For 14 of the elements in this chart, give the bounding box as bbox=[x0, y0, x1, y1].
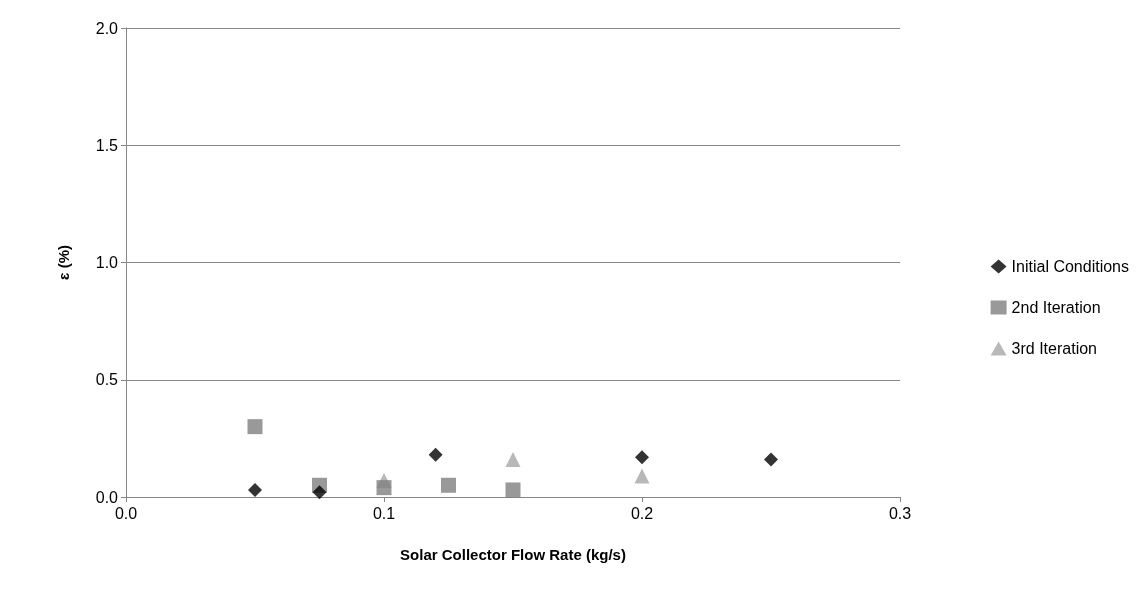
x-tick-label: 0.2 bbox=[630, 504, 654, 522]
y-tick-label: 0.5 bbox=[95, 371, 119, 389]
legend-label: 3rd Iteration bbox=[1011, 340, 1097, 357]
y-axis-title: ɛ (%) bbox=[55, 245, 72, 280]
legend-label: 2nd Iteration bbox=[1011, 299, 1101, 316]
y-tick-label: 2.0 bbox=[95, 19, 119, 37]
x-axis-title: Solar Collector Flow Rate (kg/s) bbox=[400, 546, 626, 563]
y-tick-label: 0.0 bbox=[95, 488, 119, 506]
legend-label: Initial Conditions bbox=[1011, 258, 1130, 275]
x-tick-label: 0.1 bbox=[372, 504, 396, 522]
y-tick-label: 1.0 bbox=[95, 254, 119, 271]
x-tick-label: 0.0 bbox=[114, 504, 138, 522]
x-tick-label: 0.3 bbox=[888, 504, 912, 522]
y-tick-label: 1.5 bbox=[95, 136, 119, 154]
